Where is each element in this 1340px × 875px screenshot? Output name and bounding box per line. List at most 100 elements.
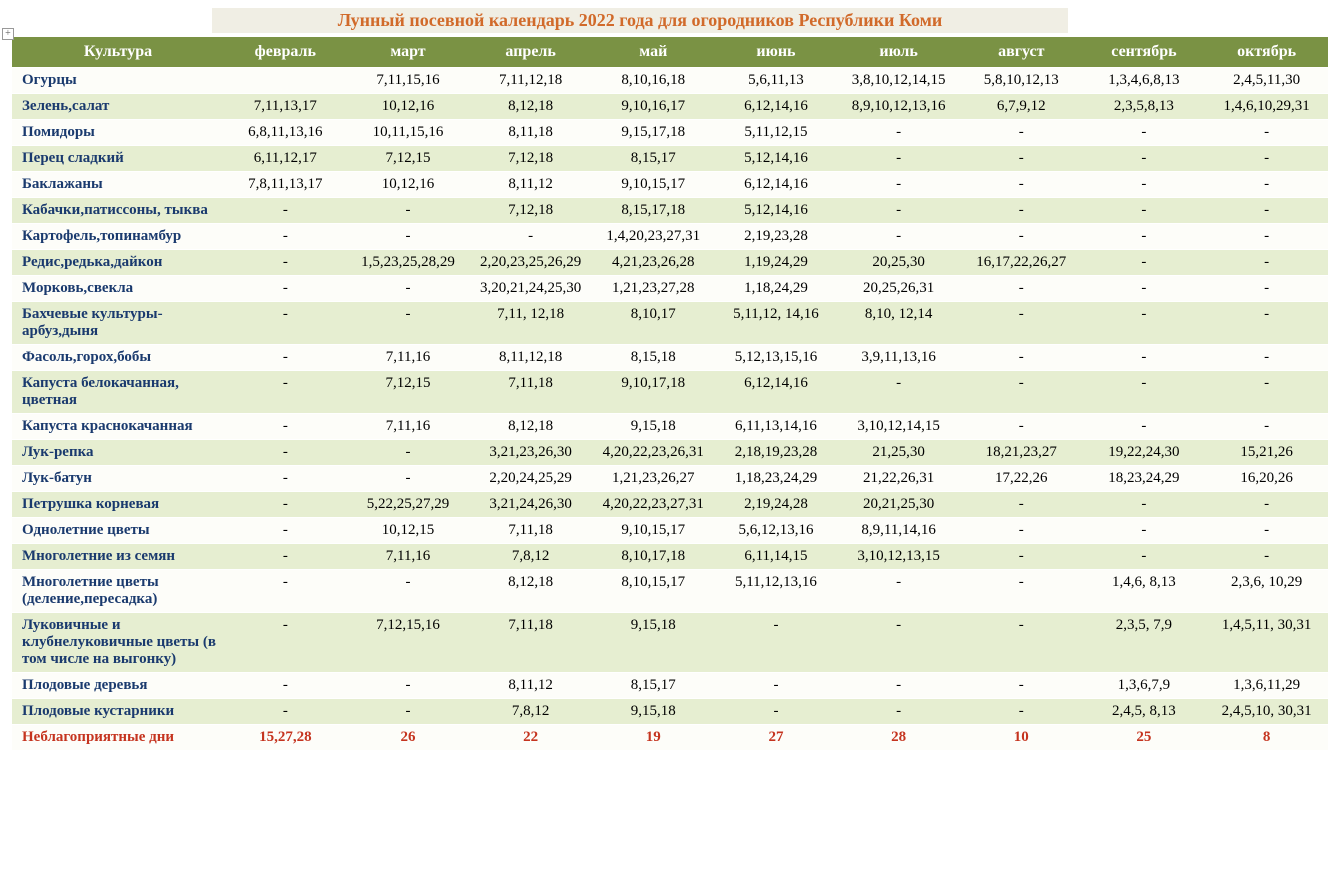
culture-cell: Капуста краснокачанная — [12, 414, 224, 440]
title-bar: Лунный посевной календарь 2022 года для … — [212, 8, 1068, 33]
value-cell: 7,8,11,13,17 — [224, 172, 347, 198]
value-cell: 25 — [1083, 725, 1206, 751]
value-cell: - — [960, 613, 1083, 673]
value-cell: - — [960, 570, 1083, 613]
value-cell: 9,15,18 — [592, 414, 715, 440]
value-cell: 5,11,12,13,16 — [715, 570, 838, 613]
col-month: сентябрь — [1083, 37, 1206, 68]
value-cell: 21,22,26,31 — [837, 466, 960, 492]
value-cell: 8,12,18 — [469, 570, 592, 613]
culture-cell: Помидоры — [12, 120, 224, 146]
value-cell: 10 — [960, 725, 1083, 751]
value-cell: 7,11,16 — [347, 544, 470, 570]
value-cell: - — [960, 544, 1083, 570]
value-cell: 8,11,12 — [469, 172, 592, 198]
value-cell: 15,27,28 — [224, 725, 347, 751]
value-cell: 3,8,10,12,14,15 — [837, 68, 960, 94]
value-cell: 27 — [715, 725, 838, 751]
expand-icon[interactable]: + — [2, 28, 14, 40]
value-cell: 2,19,24,28 — [715, 492, 838, 518]
value-cell: 6,11,14,15 — [715, 544, 838, 570]
col-month: июнь — [715, 37, 838, 68]
value-cell: 3,21,24,26,30 — [469, 492, 592, 518]
table-row: Плодовые деревья--8,11,128,15,17---1,3,6… — [12, 673, 1328, 699]
value-cell: 18,23,24,29 — [1083, 466, 1206, 492]
value-cell: 7,8,12 — [469, 699, 592, 725]
value-cell: 7,11,12,18 — [469, 68, 592, 94]
value-cell: 9,10,15,17 — [592, 172, 715, 198]
value-cell: 4,21,23,26,28 — [592, 250, 715, 276]
value-cell: 18,21,23,27 — [960, 440, 1083, 466]
value-cell: - — [347, 198, 470, 224]
value-cell: - — [1205, 146, 1328, 172]
value-cell: - — [960, 414, 1083, 440]
value-cell: 7,11,18 — [469, 371, 592, 414]
value-cell: - — [224, 570, 347, 613]
value-cell: 8,12,18 — [469, 94, 592, 120]
value-cell: 8,10,15,17 — [592, 570, 715, 613]
culture-cell: Лук-репка — [12, 440, 224, 466]
table-row: Лук-репка--3,21,23,26,304,20,22,23,26,31… — [12, 440, 1328, 466]
value-cell: 3,21,23,26,30 — [469, 440, 592, 466]
value-cell: - — [224, 466, 347, 492]
value-cell: - — [347, 570, 470, 613]
value-cell: - — [224, 198, 347, 224]
value-cell: - — [1205, 492, 1328, 518]
value-cell: - — [837, 146, 960, 172]
value-cell: 2,3,5,8,13 — [1083, 94, 1206, 120]
culture-cell: Бахчевые культуры-арбуз,дыня — [12, 302, 224, 345]
value-cell: - — [1083, 371, 1206, 414]
value-cell: 1,18,23,24,29 — [715, 466, 838, 492]
value-cell: 7,12,18 — [469, 146, 592, 172]
value-cell: - — [347, 440, 470, 466]
col-month: апрель — [469, 37, 592, 68]
table-row: Многолетние цветы (деление,пересадка)--8… — [12, 570, 1328, 613]
table-row: Петрушка корневая-5,22,25,27,293,21,24,2… — [12, 492, 1328, 518]
value-cell: - — [1083, 518, 1206, 544]
value-cell: - — [347, 302, 470, 345]
value-cell: - — [960, 146, 1083, 172]
value-cell: 26 — [347, 725, 470, 751]
culture-cell: Плодовые деревья — [12, 673, 224, 699]
value-cell: 2,4,5, 8,13 — [1083, 699, 1206, 725]
culture-cell: Баклажаны — [12, 172, 224, 198]
value-cell: - — [224, 371, 347, 414]
culture-cell: Огурцы — [12, 68, 224, 94]
value-cell: - — [960, 224, 1083, 250]
value-cell: 7,12,15 — [347, 146, 470, 172]
culture-cell: Картофель,топинамбур — [12, 224, 224, 250]
value-cell: - — [224, 613, 347, 673]
value-cell: 2,3,6, 10,29 — [1205, 570, 1328, 613]
col-month: август — [960, 37, 1083, 68]
value-cell: - — [1083, 198, 1206, 224]
page-title: Лунный посевной календарь 2022 года для … — [338, 10, 943, 30]
value-cell: 1,3,6,11,29 — [1205, 673, 1328, 699]
value-cell: 10,12,15 — [347, 518, 470, 544]
value-cell: - — [837, 699, 960, 725]
value-cell: 8,11,18 — [469, 120, 592, 146]
value-cell: 7,11, 12,18 — [469, 302, 592, 345]
value-cell: 7,11,15,16 — [347, 68, 470, 94]
value-cell: - — [715, 673, 838, 699]
value-cell: 1,18,24,29 — [715, 276, 838, 302]
culture-cell: Редис,редька,дайкон — [12, 250, 224, 276]
value-cell: - — [837, 673, 960, 699]
value-cell: 5,11,12,15 — [715, 120, 838, 146]
table-row: Луковичные и клубнелуковичные цветы (в т… — [12, 613, 1328, 673]
value-cell: 8,10, 12,14 — [837, 302, 960, 345]
value-cell: - — [1083, 224, 1206, 250]
value-cell: 6,11,13,14,16 — [715, 414, 838, 440]
value-cell: 19,22,24,30 — [1083, 440, 1206, 466]
value-cell: 9,10,16,17 — [592, 94, 715, 120]
value-cell: 3,9,11,13,16 — [837, 345, 960, 371]
value-cell: 8,15,17 — [592, 673, 715, 699]
value-cell — [224, 68, 347, 94]
value-cell: - — [1205, 371, 1328, 414]
value-cell: 8,10,16,18 — [592, 68, 715, 94]
value-cell: 9,10,17,18 — [592, 371, 715, 414]
page: Лунный посевной календарь 2022 года для … — [0, 0, 1340, 759]
value-cell: 5,22,25,27,29 — [347, 492, 470, 518]
value-cell: 16,17,22,26,27 — [960, 250, 1083, 276]
value-cell: 20,21,25,30 — [837, 492, 960, 518]
culture-cell: Зелень,салат — [12, 94, 224, 120]
